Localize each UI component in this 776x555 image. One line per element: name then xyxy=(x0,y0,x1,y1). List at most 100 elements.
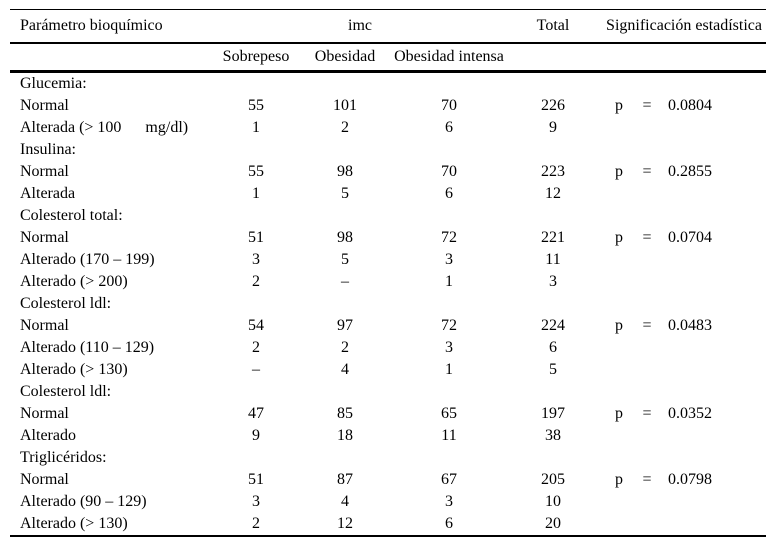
cell-sobrepeso: 2 xyxy=(252,273,260,290)
cell-total: 5 xyxy=(549,361,557,378)
cell-sobrepeso: 2 xyxy=(252,515,260,532)
table-row: Alterada (> 100 mg/dl) 1 2 6 9 xyxy=(10,117,766,139)
header-sobrepeso: Sobrepeso xyxy=(222,48,290,65)
row-label: Alterado (> 200) xyxy=(20,273,128,290)
cell-obesidad-intensa: 72 xyxy=(441,229,457,246)
cell-sobrepeso: 55 xyxy=(248,163,264,180)
equals-sign: = xyxy=(642,405,652,422)
cell-significacion: p = 0.0704 xyxy=(596,229,766,247)
cell-total: 9 xyxy=(549,119,557,136)
cell-sobrepeso: 1 xyxy=(252,185,260,202)
cell-significacion: p = 0.0483 xyxy=(596,317,766,335)
table-header-row-1: Parámetro bioquímico imc Total Significa… xyxy=(10,10,766,44)
table-row: Normal 55 98 70 223 p = 0.2855 xyxy=(10,161,766,183)
cell-obesidad: 18 xyxy=(337,427,353,444)
cell-obesidad: 5 xyxy=(341,251,349,268)
cell-obesidad: 101 xyxy=(333,97,357,114)
p-value: 0.0798 xyxy=(668,471,712,488)
table-row-group-trigliceridos: Triglicéridos: xyxy=(10,447,766,469)
row-label: Normal xyxy=(20,405,69,422)
p-value: 0.0352 xyxy=(668,405,712,422)
table-row: Alterado (> 130) – 4 1 5 xyxy=(10,359,766,381)
cell-obesidad-intensa: 1 xyxy=(445,273,453,290)
cell-significacion: p = 0.0798 xyxy=(596,471,766,489)
row-label: Alterado (> 130) xyxy=(20,515,128,532)
p-symbol: p xyxy=(615,471,623,488)
table-row: Normal 55 101 70 226 p = 0.0804 xyxy=(10,95,766,117)
cell-obesidad-intensa: 3 xyxy=(445,339,453,356)
cell-total: 20 xyxy=(545,515,561,532)
cell-total: 11 xyxy=(545,251,561,268)
cell-sobrepeso: 55 xyxy=(248,97,264,114)
p-value: 0.0804 xyxy=(668,97,712,114)
cell-obesidad-intensa: 65 xyxy=(441,405,457,422)
table-header-row-2: Sobrepeso Obesidad Obesidad intensa xyxy=(10,44,766,73)
cell-obesidad-intensa: 67 xyxy=(441,471,457,488)
cell-significacion: p = 0.0804 xyxy=(596,97,766,115)
cell-total: 223 xyxy=(541,163,565,180)
cell-obesidad-intensa: 70 xyxy=(441,163,457,180)
table-row-group-insulina: Insulina: xyxy=(10,139,766,161)
row-label: Glucemia: xyxy=(20,75,87,92)
table-row: Normal 51 87 67 205 p = 0.0798 xyxy=(10,469,766,491)
row-label: Normal xyxy=(20,229,69,246)
cell-obesidad-intensa: 11 xyxy=(441,427,457,444)
cell-sobrepeso: 9 xyxy=(252,427,260,444)
cell-obesidad: 2 xyxy=(341,339,349,356)
table-row: Normal 51 98 72 221 p = 0.0704 xyxy=(10,227,766,249)
table-row: Alterado (90 – 129) 3 4 3 10 xyxy=(10,491,766,513)
p-symbol: p xyxy=(615,163,623,180)
cell-sobrepeso: 51 xyxy=(248,229,264,246)
cell-sobrepeso: 3 xyxy=(252,251,260,268)
cell-total: 205 xyxy=(541,471,565,488)
header-obesidad: Obesidad xyxy=(314,48,376,65)
row-label: Alterado (110 – 129) xyxy=(20,339,155,356)
header-total: Total xyxy=(536,17,570,34)
table-row-group-colesterol-ldl-2: Colesterol ldl: xyxy=(10,381,766,403)
row-label: Alterado (> 130) xyxy=(20,361,128,378)
p-value: 0.0483 xyxy=(668,317,712,334)
p-symbol: p xyxy=(615,229,623,246)
row-label: Normal xyxy=(20,317,69,334)
equals-sign: = xyxy=(642,317,652,334)
p-value: 0.2855 xyxy=(668,163,712,180)
cell-total: 38 xyxy=(545,427,561,444)
cell-obesidad-intensa: 1 xyxy=(445,361,453,378)
cell-obesidad: 4 xyxy=(341,493,349,510)
header-parametro-bioquimico: Parámetro bioquímico xyxy=(20,17,163,34)
row-label: Alterada (> 100 mg/dl) xyxy=(20,119,189,136)
p-symbol: p xyxy=(615,97,623,114)
table-row-group-colesterol-ldl: Colesterol ldl: xyxy=(10,293,766,315)
row-label: Normal xyxy=(20,471,69,488)
cell-sobrepeso: 1 xyxy=(252,119,260,136)
cell-sobrepeso: 47 xyxy=(248,405,264,422)
table-row: Normal 54 97 72 224 p = 0.0483 xyxy=(10,315,766,337)
cell-obesidad-intensa: 6 xyxy=(445,515,453,532)
cell-total: 3 xyxy=(549,273,557,290)
cell-sobrepeso: 54 xyxy=(248,317,264,334)
row-label: Alterado xyxy=(20,427,76,444)
row-label: Colesterol ldl: xyxy=(20,383,112,400)
table-row-group-colesterol-total: Colesterol total: xyxy=(10,205,766,227)
cell-significacion: p = 0.0352 xyxy=(596,405,766,423)
p-value: 0.0704 xyxy=(668,229,712,246)
cell-significacion: p = 0.2855 xyxy=(596,163,766,181)
cell-obesidad-intensa: 3 xyxy=(445,493,453,510)
table-row-group-glucemia: Glucemia: xyxy=(10,73,766,95)
row-label: Triglicéridos: xyxy=(20,449,107,466)
cell-sobrepeso: 3 xyxy=(252,493,260,510)
row-label: Colesterol total: xyxy=(20,207,123,224)
p-symbol: p xyxy=(615,317,623,334)
cell-obesidad: 2 xyxy=(341,119,349,136)
table-body: Glucemia: Normal 55 101 70 226 p = 0.0804 … xyxy=(10,73,766,535)
cell-obesidad-intensa: 6 xyxy=(445,119,453,136)
row-label: Insulina: xyxy=(20,141,76,158)
equals-sign: = xyxy=(642,229,652,246)
header-significacion-estadistica: Significación estadística xyxy=(606,17,762,34)
equals-sign: = xyxy=(642,97,652,114)
table-row: Alterado (> 200) 2 – 1 3 xyxy=(10,271,766,293)
cell-obesidad-intensa: 3 xyxy=(445,251,453,268)
cell-total: 224 xyxy=(541,317,565,334)
row-label: Normal xyxy=(20,163,69,180)
table-row: Alterado 9 18 11 38 xyxy=(10,425,766,447)
